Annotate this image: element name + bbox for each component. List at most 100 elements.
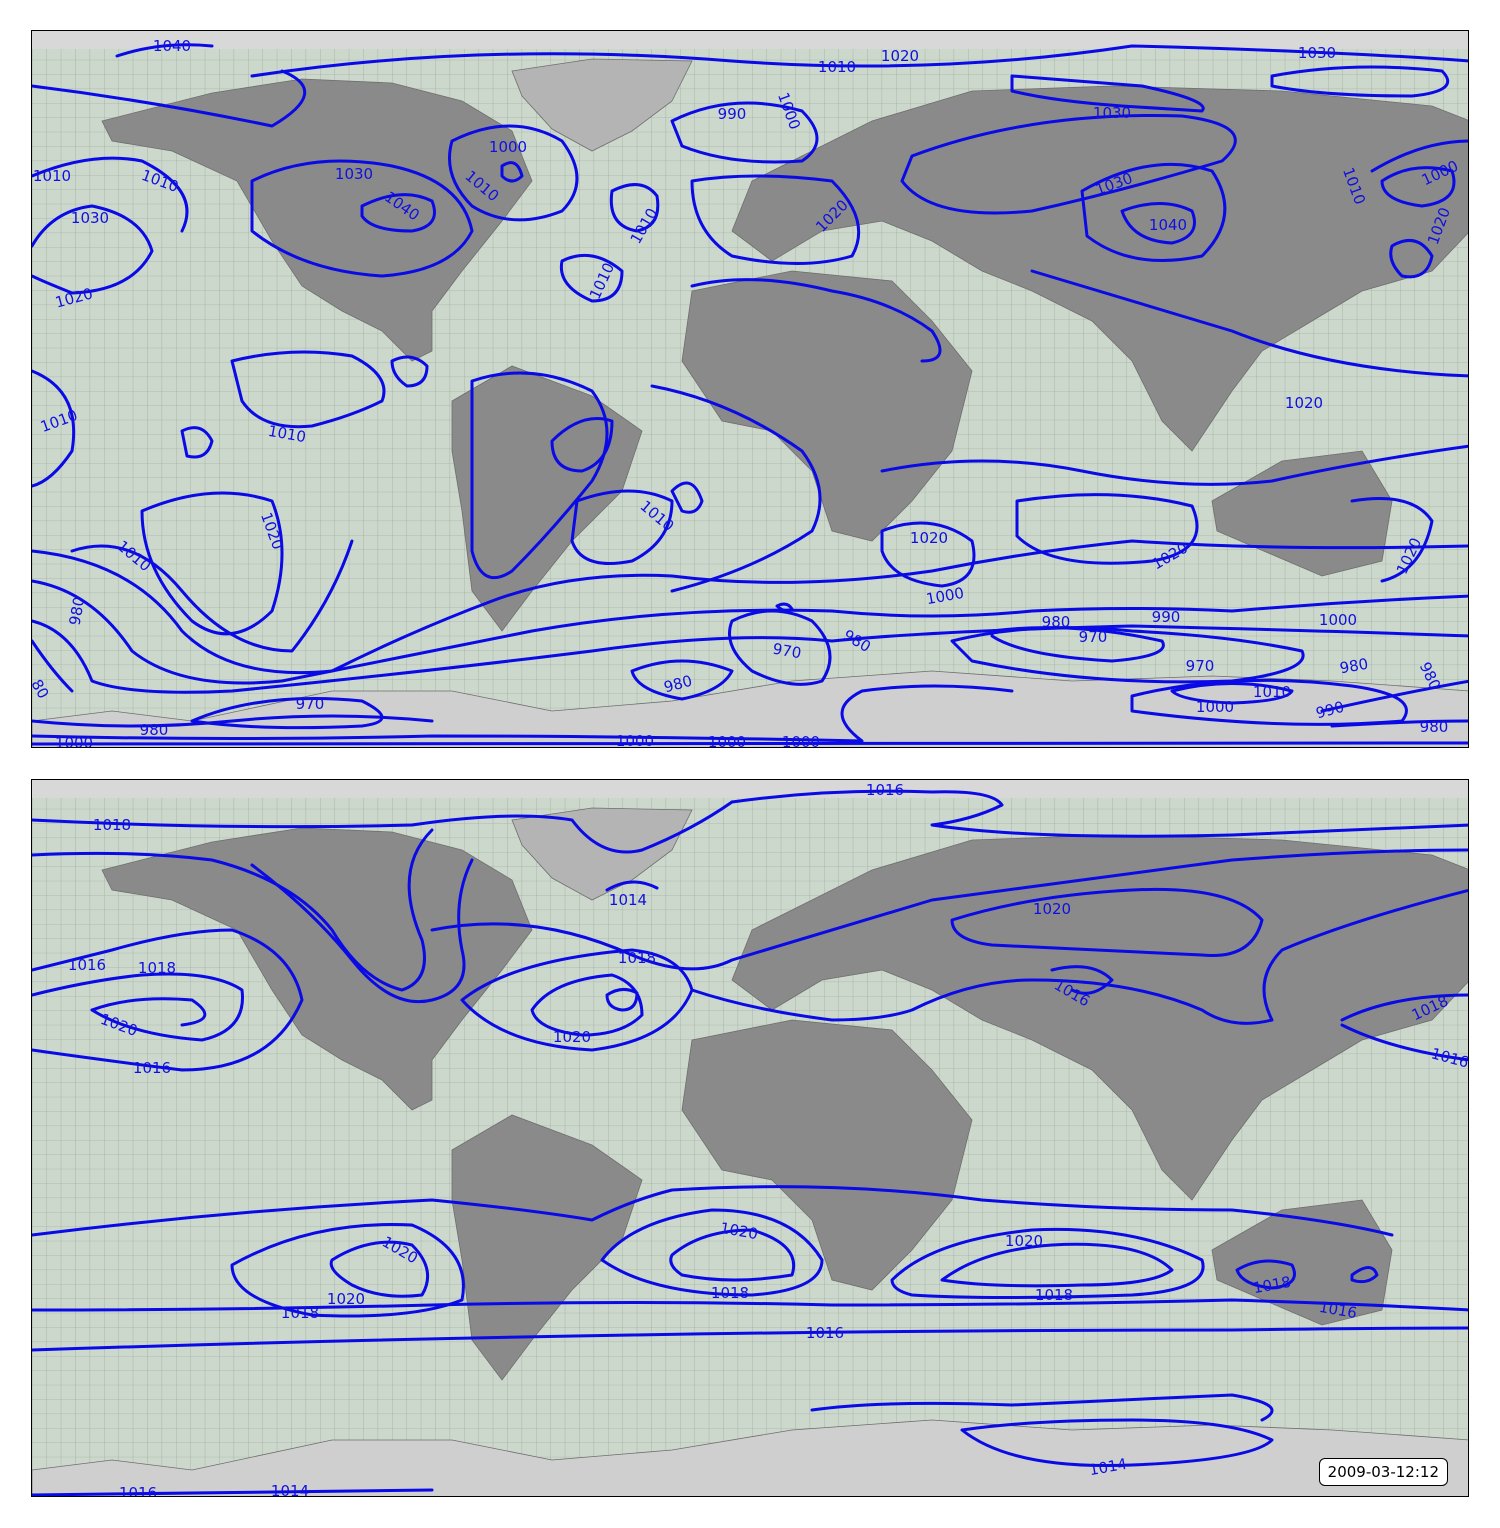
isobar-line	[32, 539, 1468, 675]
isobar-line	[690, 278, 942, 363]
landmass-europe-asia	[731, 85, 1468, 452]
isobar-line	[669, 1228, 795, 1282]
isobar-line	[1350, 497, 1434, 583]
isobar-line	[1235, 1259, 1296, 1290]
isobar-line	[329, 1240, 430, 1298]
isobar-line	[670, 101, 819, 164]
isobar-label: 1020	[881, 47, 919, 65]
isobar-line	[690, 174, 861, 265]
isobar-line	[1320, 679, 1468, 713]
isobar-label: 1040	[153, 37, 191, 55]
isobar-label: 1010	[1253, 683, 1291, 701]
isobar-line	[500, 161, 524, 183]
landmass-greenland	[511, 58, 693, 152]
landmass-europe-asia	[731, 834, 1468, 1201]
isobar-line	[1370, 139, 1468, 173]
isobar-label: 970	[296, 695, 325, 713]
polar-band	[32, 780, 1468, 798]
isobar-label: 1000	[782, 733, 820, 748]
isobar-line	[390, 355, 429, 388]
isobars	[32, 43, 1468, 747]
isobars	[32, 789, 1468, 1496]
isobar-line	[32, 1298, 1468, 1312]
polar-band	[32, 31, 1468, 49]
isobar-line	[810, 1393, 1274, 1422]
landmass-greenland	[511, 807, 693, 901]
isobar-label: 1014	[609, 891, 647, 909]
isobar-line	[32, 369, 76, 488]
isobar-line	[90, 997, 207, 1027]
isobar-label: 970	[1079, 628, 1108, 646]
isobar-label: 1020	[1005, 1232, 1043, 1250]
isobar-line	[775, 602, 794, 612]
isobar-line	[960, 1418, 1274, 1468]
isobar-label: 1030	[1093, 104, 1131, 122]
isobar-label: 1010	[818, 58, 856, 76]
isobar-line	[1130, 678, 1408, 726]
timestamp-badge: 2009-03-12:12	[1318, 1458, 1448, 1486]
isobar-line	[1350, 1266, 1379, 1284]
isobar-line	[32, 741, 1468, 747]
isobar-line	[250, 858, 474, 1004]
isobar-line	[115, 43, 214, 58]
isobar-line	[650, 384, 822, 593]
isobar-line	[605, 880, 659, 892]
isobar-line	[448, 124, 579, 222]
isobar-line	[600, 1208, 824, 1297]
isobar-label: 1030	[1298, 44, 1336, 62]
landmass-antarctica	[32, 1419, 1468, 1496]
landmass-north-america	[101, 78, 533, 362]
isobar-line	[1080, 162, 1227, 262]
isobar-label: 1016	[133, 1059, 171, 1077]
top-map-panel: 1040 1020 1010 1030 990 1000 1030 1010 1…	[31, 30, 1469, 748]
bottom-map: 1016 1018 1014 1016 1018 1018 1020 1020 …	[32, 780, 1468, 1497]
isobar-label: 1016	[68, 956, 106, 974]
isobar-line	[1030, 269, 1468, 378]
isobar-line	[1170, 682, 1294, 705]
isobar-label: 1020	[1285, 394, 1323, 412]
isobar-label: 1016	[806, 1324, 844, 1342]
isobar-line	[360, 193, 436, 233]
isobar-line	[1380, 166, 1456, 208]
isobar-line	[1050, 965, 1114, 995]
isobar-line	[32, 972, 244, 1042]
isobar-label: 1018	[93, 816, 131, 834]
isobar-line	[250, 159, 474, 278]
isobar-line	[1010, 74, 1205, 113]
isobar-label: 980	[66, 595, 89, 626]
isobar-label: 980	[1042, 613, 1071, 631]
isobar-line	[690, 888, 1468, 1025]
landmass-antarctica	[32, 670, 1468, 747]
top-map: 1040 1020 1010 1030 990 1000 1030 1010 1…	[32, 31, 1468, 748]
isobar-line	[140, 491, 284, 636]
isobar-line	[250, 44, 1468, 78]
isobar-label: 1016	[866, 781, 904, 799]
isobar-label: 1018	[1035, 1286, 1073, 1304]
isobar-label: 1018	[711, 1284, 749, 1302]
isobar-line	[950, 887, 1264, 958]
bottom-map-panel: 1016 1018 1014 1016 1018 1018 1020 1020 …	[31, 779, 1469, 1497]
isobar-label: 1020	[1033, 900, 1071, 918]
isobar-label: 980	[140, 721, 169, 739]
isobar-label: 1020	[327, 1290, 365, 1308]
isobar-line	[470, 371, 609, 580]
isobar-line	[728, 609, 832, 686]
isobar-line	[32, 1185, 1394, 1237]
isobar-line	[609, 183, 660, 233]
isobar-line	[670, 481, 704, 514]
isobar-line	[32, 579, 1468, 685]
isobar-line	[570, 489, 674, 565]
isobar-line	[32, 156, 189, 233]
isobar-label: 980	[1420, 718, 1449, 736]
isobar-line	[890, 1227, 1205, 1299]
isobar-label: 970	[771, 640, 802, 663]
landmass-australia	[1211, 1199, 1393, 1326]
isobar-label: 990	[1152, 608, 1181, 626]
landmass-africa	[681, 270, 973, 542]
isobar-label: 1000	[708, 733, 746, 748]
isobar-label: 1000	[1196, 698, 1234, 716]
landmass-africa	[681, 1019, 973, 1291]
isobar-label: 1018	[281, 1304, 319, 1322]
isobar-label: 1014	[271, 1482, 309, 1497]
isobar-label: 1030	[71, 209, 109, 227]
